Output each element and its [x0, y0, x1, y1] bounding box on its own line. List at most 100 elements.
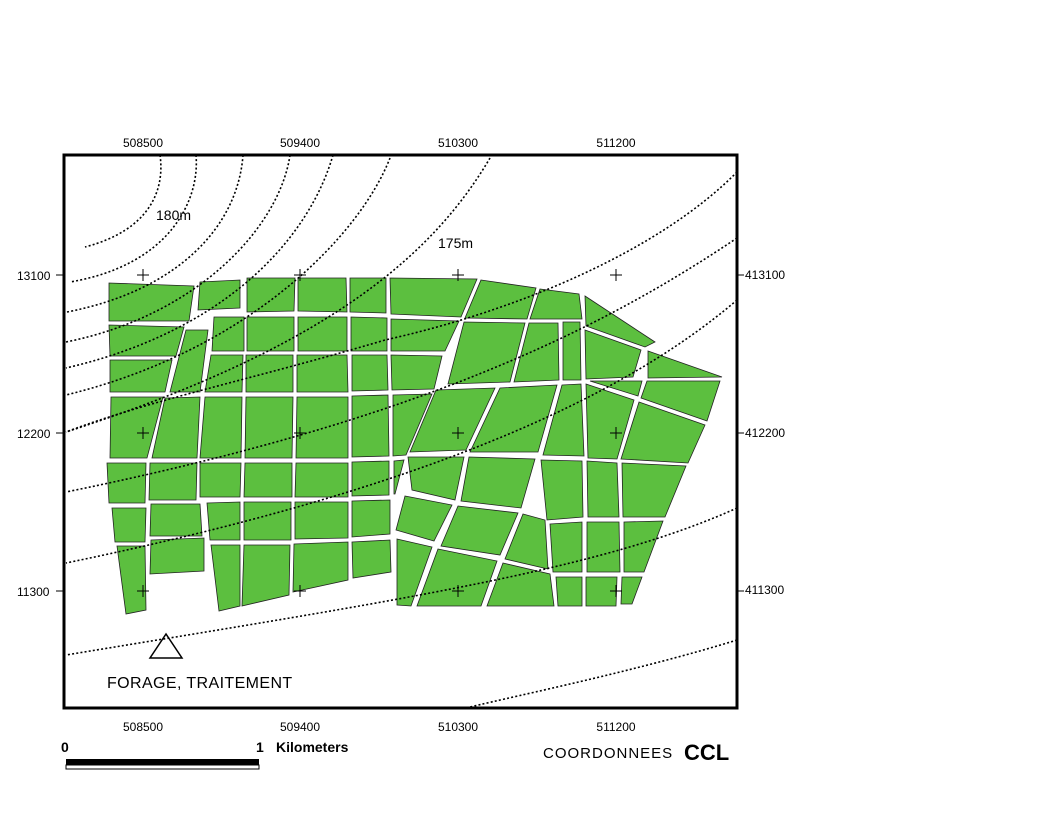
plot [460, 456, 536, 509]
plot [513, 322, 560, 383]
plot [109, 359, 173, 393]
map-frame [62, 153, 739, 710]
plot [199, 462, 242, 498]
scale-end-label: 1 [256, 739, 264, 755]
plot [620, 576, 643, 605]
scale-start-label: 0 [61, 739, 69, 755]
contour-lines [65, 155, 737, 708]
plot [296, 354, 349, 393]
grid-cross [137, 427, 149, 439]
top-tick-label: 510300 [438, 136, 478, 150]
plot [210, 544, 241, 612]
plot [244, 396, 294, 459]
grid-cross [452, 585, 464, 597]
plot [542, 383, 585, 457]
plot [197, 279, 241, 311]
plot [149, 503, 203, 537]
plot [351, 460, 390, 497]
grid-cross [452, 427, 464, 439]
plot [116, 545, 147, 615]
plot [392, 393, 433, 457]
plot [206, 501, 241, 541]
bottom-tick-label: 509400 [280, 720, 320, 734]
plot [246, 316, 295, 352]
plot [349, 277, 387, 314]
plot [292, 541, 349, 593]
plot [297, 277, 348, 313]
scale-bar-fill [66, 759, 259, 765]
bottom-tick-label: 511200 [596, 720, 635, 734]
plot [351, 354, 389, 392]
plot [199, 396, 243, 459]
plot [464, 279, 537, 320]
contour-label: 180m [156, 207, 191, 223]
top-tick-label: 508500 [123, 136, 163, 150]
plot [407, 456, 465, 501]
plot [393, 459, 405, 495]
grid-cross [294, 585, 306, 597]
right-tick-label: 411300 [745, 583, 784, 597]
grid-cross [452, 269, 464, 281]
plot [395, 495, 453, 542]
plot [246, 277, 296, 313]
plot [540, 459, 584, 521]
plot [241, 544, 291, 607]
plot [584, 329, 642, 380]
bottom-tick-label: 510300 [438, 720, 478, 734]
grid-cross [137, 585, 149, 597]
plot [211, 316, 245, 352]
irrigated-plots [106, 277, 723, 615]
plot [389, 277, 478, 318]
plot [562, 321, 582, 381]
grid-cross [610, 269, 622, 281]
plot [585, 576, 618, 607]
plot [204, 354, 244, 393]
plot [447, 321, 526, 385]
plot [440, 505, 519, 556]
grid-cross [294, 427, 306, 439]
top-tick-label: 511200 [596, 136, 635, 150]
plot [409, 387, 496, 453]
left-tick-label: 11300 [17, 585, 50, 599]
coord-system-name: CCL [684, 740, 729, 765]
plot [245, 354, 294, 393]
grid-cross [137, 269, 149, 281]
grid-crosses [137, 269, 622, 597]
plot [109, 396, 164, 459]
plot [351, 539, 392, 579]
right-tick-label: 413100 [745, 268, 785, 282]
scale-bar: 0 1 Kilometers [61, 739, 349, 770]
grid-cross [610, 585, 622, 597]
right-tick-label: 412200 [745, 426, 785, 440]
plot [148, 462, 198, 501]
top-tick-label: 509400 [280, 136, 320, 150]
plot [111, 507, 147, 543]
plot [416, 548, 498, 607]
plot [469, 384, 558, 453]
plot [108, 282, 195, 322]
plot [529, 288, 583, 320]
plot [549, 521, 583, 573]
plot [623, 520, 664, 573]
plot [106, 462, 147, 504]
left-tick-label: 12200 [17, 427, 51, 441]
plot [621, 462, 687, 518]
plot [584, 295, 656, 348]
plot [620, 401, 706, 464]
plot [149, 537, 205, 575]
scale-unit-label: Kilometers [276, 739, 349, 755]
plot [294, 501, 349, 540]
map-content: 180m 175m FORAGE, TRAITEMENT [65, 155, 737, 708]
plot [151, 396, 201, 459]
plot [589, 380, 643, 397]
plot [586, 521, 621, 573]
plot [640, 380, 721, 422]
plot [351, 499, 391, 538]
plot [585, 383, 635, 460]
plot [396, 538, 433, 607]
grid-cross [294, 269, 306, 281]
plot [294, 462, 349, 498]
plot [295, 396, 349, 459]
scale-bar-outline [65, 764, 260, 770]
plot [586, 460, 620, 518]
